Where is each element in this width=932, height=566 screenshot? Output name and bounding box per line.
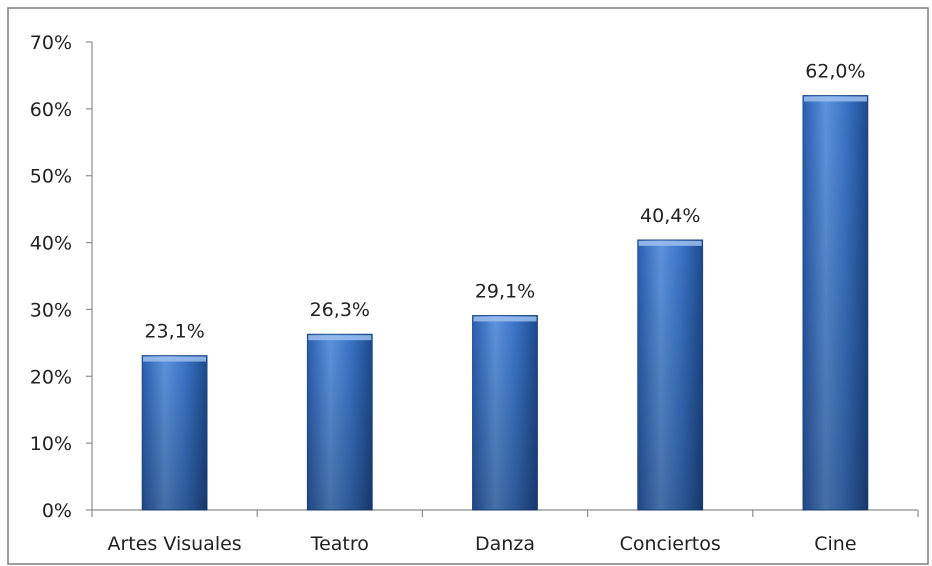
bar-top-highlight	[308, 335, 372, 341]
x-tick-label: Teatro	[310, 533, 369, 555]
data-labels: 23,1% 26,3% 29,1% 40,4% 62,0%	[144, 60, 865, 342]
y-axis: 0% 10% 20% 30% 40% 50% 60% 70%	[30, 32, 93, 522]
x-axis: Artes Visuales Teatro Danza Conciertos Cine	[91, 509, 919, 555]
bar-top-highlight	[473, 316, 537, 322]
bar-shade	[307, 334, 373, 510]
x-tick-label: Cine	[814, 533, 856, 555]
bar-shade	[472, 315, 538, 510]
data-label: 23,1%	[144, 321, 204, 343]
x-tick-label: Conciertos	[620, 533, 721, 555]
data-label: 29,1%	[475, 280, 535, 302]
bar-top-highlight	[803, 96, 867, 102]
x-tick-label: Danza	[475, 533, 535, 555]
bar-shade	[142, 355, 208, 510]
y-tick-label: 10%	[30, 433, 72, 455]
y-tick-label: 60%	[30, 99, 72, 121]
y-tick-label: 40%	[30, 233, 72, 255]
chart-frame	[7, 7, 929, 565]
y-tick-label: 70%	[30, 32, 72, 54]
bar-shade	[637, 239, 703, 510]
bars	[141, 95, 869, 511]
x-tick-label: Artes Visuales	[107, 533, 241, 555]
data-label: 26,3%	[310, 299, 370, 321]
data-label: 40,4%	[640, 205, 700, 227]
bar-top-highlight	[143, 356, 207, 362]
bar-top-highlight	[638, 240, 702, 246]
y-tick-label: 30%	[30, 299, 72, 321]
y-tick-label: 0%	[42, 500, 72, 522]
y-tick-label: 50%	[30, 166, 72, 188]
bar-shade	[802, 95, 868, 510]
y-tick-label: 20%	[30, 366, 72, 388]
data-label: 62,0%	[805, 60, 865, 82]
